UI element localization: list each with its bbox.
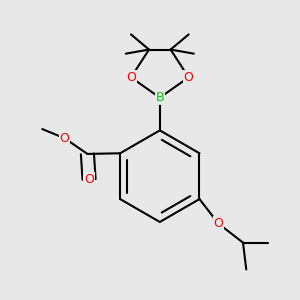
Text: B: B — [155, 91, 164, 104]
Text: O: O — [126, 71, 136, 84]
Text: O: O — [184, 71, 194, 84]
Text: O: O — [60, 132, 70, 145]
Text: O: O — [214, 217, 224, 230]
Text: O: O — [84, 173, 94, 186]
